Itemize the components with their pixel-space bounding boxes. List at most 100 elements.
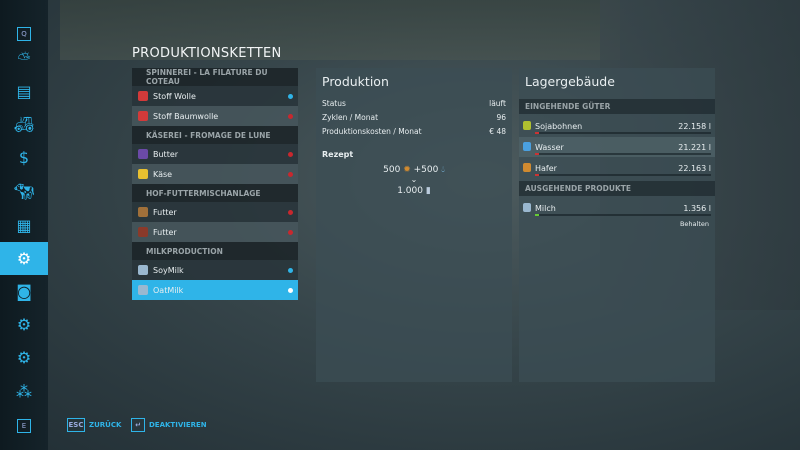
sidebar-item-stats[interactable]: ▤ bbox=[0, 75, 48, 108]
info-row: Produktionskosten / Monat € 48 bbox=[322, 127, 506, 136]
storage-panel: Lagergebäude EINGEHENDE GÜTER Sojabohnen… bbox=[519, 68, 715, 382]
storage-row: Hafer 22.163 l bbox=[519, 158, 715, 178]
info-row: Status läuft bbox=[322, 99, 506, 108]
enter-key-icon: ↵ bbox=[131, 418, 145, 432]
sidebar-item-hierarchy[interactable]: ⁂ bbox=[0, 375, 48, 408]
recipe-output: 1.000 ▮ bbox=[322, 186, 506, 196]
product-icon bbox=[138, 285, 148, 295]
product-icon bbox=[138, 207, 148, 217]
status-dot bbox=[288, 94, 293, 99]
status-dot bbox=[288, 230, 293, 235]
e-key-icon: E bbox=[17, 418, 31, 433]
sidebar-item-finances[interactable]: $ bbox=[0, 141, 48, 174]
sidebar-item-production[interactable]: ⚙︎ bbox=[0, 242, 48, 275]
product-icon bbox=[138, 169, 148, 179]
production-panel: Produktion Status läuft Zyklen / Monat 96 Pr… bbox=[316, 68, 512, 382]
production-list-item[interactable]: Butter bbox=[132, 144, 298, 164]
fill-bar bbox=[535, 132, 711, 134]
product-icon bbox=[523, 203, 531, 212]
production-label: OatMilk bbox=[153, 285, 184, 295]
production-label: Futter bbox=[153, 227, 177, 237]
sidebar-item-help[interactable]: ◙ bbox=[0, 275, 48, 308]
sidebar-item-weather[interactable]: ⛅︎ bbox=[0, 42, 48, 75]
help-icon: ◙ bbox=[16, 282, 32, 301]
info-label: Zyklen / Monat bbox=[322, 113, 379, 122]
product-icon bbox=[523, 163, 531, 172]
product-icon bbox=[138, 149, 148, 159]
oat-icon: ✹ bbox=[403, 165, 411, 175]
production-list-item[interactable]: Käse bbox=[132, 164, 298, 184]
vehicles-icon: 🚜︎ bbox=[13, 115, 35, 134]
recipe-inputs: 500 ✹ +500 💧︎ bbox=[322, 165, 506, 175]
storage-title: Lagergebäude bbox=[525, 74, 615, 89]
recipe-output-amount: 1.000 bbox=[397, 186, 423, 196]
sidebar-item-animals[interactable]: 🐄︎ bbox=[0, 175, 48, 208]
arrow-down-icon: ⌄ bbox=[410, 175, 418, 184]
production-list-item[interactable]: Stoff Wolle bbox=[132, 86, 298, 106]
product-icon bbox=[523, 121, 531, 130]
deactivate-button[interactable]: ↵ DEAKTIVIEREN bbox=[131, 418, 207, 432]
info-row: Zyklen / Monat 96 bbox=[322, 113, 506, 122]
sidebar-item-e-key[interactable]: E bbox=[0, 409, 48, 442]
info-label: Produktionskosten / Monat bbox=[322, 127, 422, 136]
production-list-item[interactable]: Stoff Baumwolle bbox=[132, 106, 298, 126]
background-field bbox=[60, 0, 620, 60]
production-label: Stoff Baumwolle bbox=[153, 111, 219, 121]
chain-header: SPINNEREI - LA FILATURE DU COTEAU bbox=[132, 68, 298, 86]
production-label: Futter bbox=[153, 207, 177, 217]
settings-icon: ⚙ bbox=[16, 348, 32, 367]
status-dot bbox=[288, 114, 293, 119]
stats-icon: ▤ bbox=[16, 82, 32, 101]
back-button[interactable]: ESC ZURÜCK bbox=[67, 418, 121, 432]
garage-icon: ⚙︎ bbox=[16, 315, 32, 334]
page-title: PRODUKTIONSKETTEN bbox=[132, 46, 282, 61]
deactivate-label: DEAKTIVIEREN bbox=[149, 421, 207, 429]
production-list-item[interactable]: Futter bbox=[132, 222, 298, 242]
storage-amount: 22.158 l bbox=[678, 121, 711, 131]
sidebar-item-settings[interactable]: ⚙ bbox=[0, 341, 48, 374]
finances-icon: $ bbox=[18, 148, 30, 167]
product-icon bbox=[523, 142, 531, 151]
contracts-icon: ▦ bbox=[16, 216, 32, 235]
production-list-item[interactable]: OatMilk bbox=[132, 280, 298, 300]
milk-bottle-icon: ▮ bbox=[425, 186, 431, 196]
sidebar-item-vehicles[interactable]: 🚜︎ bbox=[0, 108, 48, 141]
q-key-icon: Q bbox=[17, 26, 31, 41]
fill-bar bbox=[535, 214, 711, 216]
sidebar-item-q-key[interactable]: Q bbox=[0, 17, 48, 50]
production-list-item[interactable]: Futter bbox=[132, 202, 298, 222]
fill-bar bbox=[535, 174, 711, 176]
production-icon: ⚙︎ bbox=[16, 249, 32, 268]
sidebar-item-garage[interactable]: ⚙︎ bbox=[0, 308, 48, 341]
outgoing-header: AUSGEHENDE PRODUKTE bbox=[519, 181, 715, 196]
storage-row: Wasser 21.221 l bbox=[519, 137, 715, 157]
recipe-label: Rezept bbox=[322, 150, 354, 159]
production-list-item[interactable]: SoyMilk bbox=[132, 260, 298, 280]
storage-amount: 21.221 l bbox=[678, 142, 711, 152]
product-icon bbox=[138, 91, 148, 101]
chain-header: HOF-FUTTERMISCHANLAGE bbox=[132, 184, 298, 202]
storage-row: Milch 1.356 l bbox=[519, 198, 715, 218]
info-value: € 48 bbox=[489, 127, 506, 136]
info-value: 96 bbox=[496, 113, 506, 122]
weather-icon: ⛅︎ bbox=[17, 48, 31, 68]
recipe-input-amount: +500 bbox=[413, 165, 439, 175]
production-title: Produktion bbox=[322, 74, 389, 89]
storage-amount: 1.356 l bbox=[683, 203, 711, 213]
production-label: Butter bbox=[153, 149, 179, 159]
status-dot bbox=[288, 152, 293, 157]
hierarchy-icon: ⁂ bbox=[16, 382, 32, 401]
storage-label: Hafer bbox=[535, 163, 557, 173]
production-label: SoyMilk bbox=[153, 265, 184, 275]
status-dot bbox=[288, 172, 293, 177]
animals-icon: 🐄︎ bbox=[13, 182, 35, 201]
incoming-header: EINGEHENDE GÜTER bbox=[519, 99, 715, 114]
sidebar-item-contracts[interactable]: ▦ bbox=[0, 209, 48, 242]
status-dot bbox=[288, 288, 293, 293]
storage-label: Milch bbox=[535, 203, 556, 213]
storage-mode[interactable]: Behalten bbox=[679, 220, 709, 228]
chain-header: KÄSEREI - FROMAGE DE LUNE bbox=[132, 126, 298, 144]
info-value: läuft bbox=[489, 99, 506, 108]
status-dot bbox=[288, 268, 293, 273]
chain-header: MILKPRODUCTION bbox=[132, 242, 298, 260]
